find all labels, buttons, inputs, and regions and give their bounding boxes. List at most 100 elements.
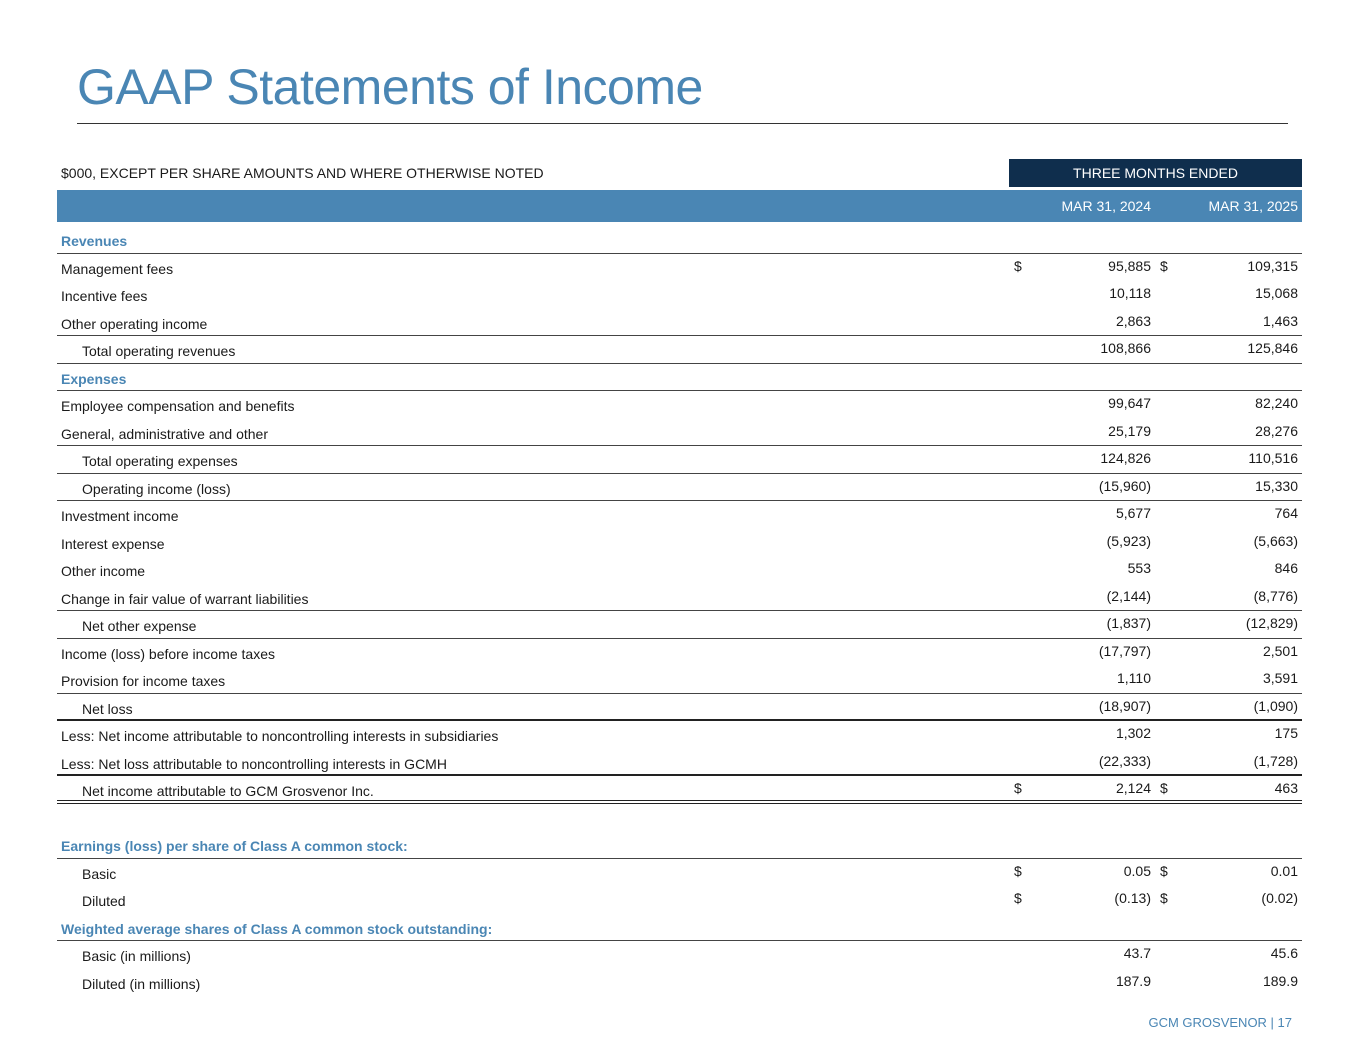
value-2025: 764 [1274,505,1298,521]
value-2025: (12,829) [1245,615,1298,631]
currency-symbol: $ [1160,780,1168,796]
units-note: $000, EXCEPT PER SHARE AMOUNTS AND WHERE… [61,165,544,181]
value-2025: 109,315 [1247,257,1298,274]
value-2024: (18,907) [1098,697,1151,714]
value-2024: 1,302 [1115,725,1151,741]
table-row: Other operating income 2,863 1,463 [57,309,1302,336]
value-2025: 175 [1274,725,1298,741]
row-label: Net loss [82,700,133,717]
table-row: Employee compensation and benefits 99,647… [57,391,1302,419]
value-2025: 110,516 [1248,450,1298,466]
row-label: Less: Net loss attributable to noncontro… [61,755,447,772]
table-row: Management fees $95,885 $109,315 [57,254,1302,282]
row-label: Interest expense [61,535,165,552]
value-2025: (1,728) [1253,752,1298,769]
title-divider [77,123,1288,124]
currency-symbol: $ [1160,862,1168,879]
value-2025: (0.02) [1261,890,1298,906]
currency-symbol: $ [1014,780,1022,796]
value-2024: 124,826 [1100,450,1151,466]
table-row: General, administrative and other 25,179 2… [57,419,1302,446]
value-2024: 2,124 [1115,780,1151,796]
value-2025: 15,068 [1255,285,1298,301]
table-row: Net loss (18,907) (1,090) [57,694,1302,721]
value-2025: 15,330 [1255,477,1298,494]
row-label: Total operating expenses [82,453,238,469]
row-label: Net other expense [82,618,197,634]
value-2025: 45.6 [1270,945,1298,961]
table-row: Basic (in millions) 43.7 45.6 [57,941,1302,969]
value-2024: 187.9 [1115,972,1151,989]
currency-symbol: $ [1014,862,1022,879]
row-label: Basic [82,865,117,882]
table-row: Diluted $ (0.13) $ (0.02) [57,886,1302,914]
footer-page-number: GCM GROSVENOR | 17 [1148,1015,1292,1030]
row-label: Other operating income [61,315,208,332]
value-2024: 1,110 [1117,670,1151,686]
row-label: Net income attributable to GCM Grosvenor… [82,783,374,799]
table-row: Total operating revenues 108,866 125,846 [57,336,1302,364]
value-2024: 25,179 [1108,422,1151,439]
row-label: Revenues [61,233,128,249]
row-label: Diluted (in millions) [82,975,201,992]
page-title: GAAP Statements of Income [77,59,703,115]
column-header-band: MAR 31, 2024 MAR 31, 2025 [57,190,1302,222]
value-2025: (1,090) [1253,697,1298,714]
value-2025: (5,663) [1253,532,1298,549]
value-2024: 10,118 [1109,285,1151,301]
value-2024: 553 [1127,560,1151,576]
income-statement-table: Revenues Management fees $95,885 $109,315 In… [57,226,1302,996]
value-2024: 2,863 [1115,312,1151,329]
currency-symbol: $ [1160,257,1168,274]
currency-symbol: $ [1014,257,1022,274]
row-label: Change in fair value of warrant liabilit… [61,590,309,607]
value-2025: (8,776) [1253,587,1298,604]
column-header-2025: MAR 31, 2025 [1208,198,1299,214]
row-label: Basic (in millions) [82,948,191,964]
value-2025: 846 [1274,560,1298,576]
table-row: Change in fair value of warrant liabilit… [57,584,1302,611]
row-label: Earnings (loss) per share of Class A com… [61,838,408,854]
row-label: Employee compensation and benefits [61,398,295,414]
row-label: Expenses [61,370,127,387]
value-2024: 5,677 [1115,505,1151,521]
row-label: Income (loss) before income taxes [61,645,275,662]
value-2025: 3,591 [1262,670,1298,686]
value-2024: 95,885 [1108,257,1151,274]
value-2025: 125,846 [1247,340,1298,356]
currency-symbol: $ [1160,890,1168,906]
row-label: General, administrative and other [61,425,268,442]
table-row: Interest expense (5,923) (5,663) [57,529,1302,557]
table-row: Income (loss) before income taxes (17,797… [57,639,1302,667]
section-header: Earnings (loss) per share of Class A com… [57,831,1302,859]
row-label: Diluted [82,893,126,909]
table-row: Net income attributable to GCM Grosvenor… [57,776,1302,804]
row-label: Operating income (loss) [82,480,231,497]
table-row: Diluted (in millions) 187.9 189.9 [57,969,1302,997]
table-row: Other income 553 846 [57,556,1302,584]
value-2025: 1,463 [1262,312,1298,329]
row-label: Investment income [61,508,179,524]
table-row: Operating income (loss) (15,960) 15,330 [57,474,1302,501]
table-row: Investment income 5,677 764 [57,501,1302,529]
table-row: Net other expense (1,837) (12,829) [57,611,1302,639]
value-2024: 99,647 [1108,395,1151,411]
row-label: Provision for income taxes [61,673,226,689]
row-label: Less: Net income attributable to noncont… [61,728,499,744]
value-2024: (22,333) [1098,752,1151,769]
value-2025: 28,276 [1255,422,1298,439]
row-label: Management fees [61,260,174,277]
value-2024: (17,797) [1098,642,1151,659]
table-row: Less: Net loss attributable to noncontro… [57,749,1302,776]
value-2024: (0.13) [1114,890,1151,906]
value-2024: (15,960) [1098,477,1151,494]
table-row: Basic $0.05 $0.01 [57,859,1302,887]
row-label: Other income [61,563,146,579]
value-2024: (1,837) [1106,615,1151,631]
period-header: THREE MONTHS ENDED [1009,159,1302,187]
row-label: Total operating revenues [82,343,236,359]
section-header: Revenues [57,226,1302,254]
value-2024: (2,144) [1106,587,1151,604]
value-2024: 43.7 [1123,945,1151,961]
value-2024: 108,866 [1100,340,1151,356]
